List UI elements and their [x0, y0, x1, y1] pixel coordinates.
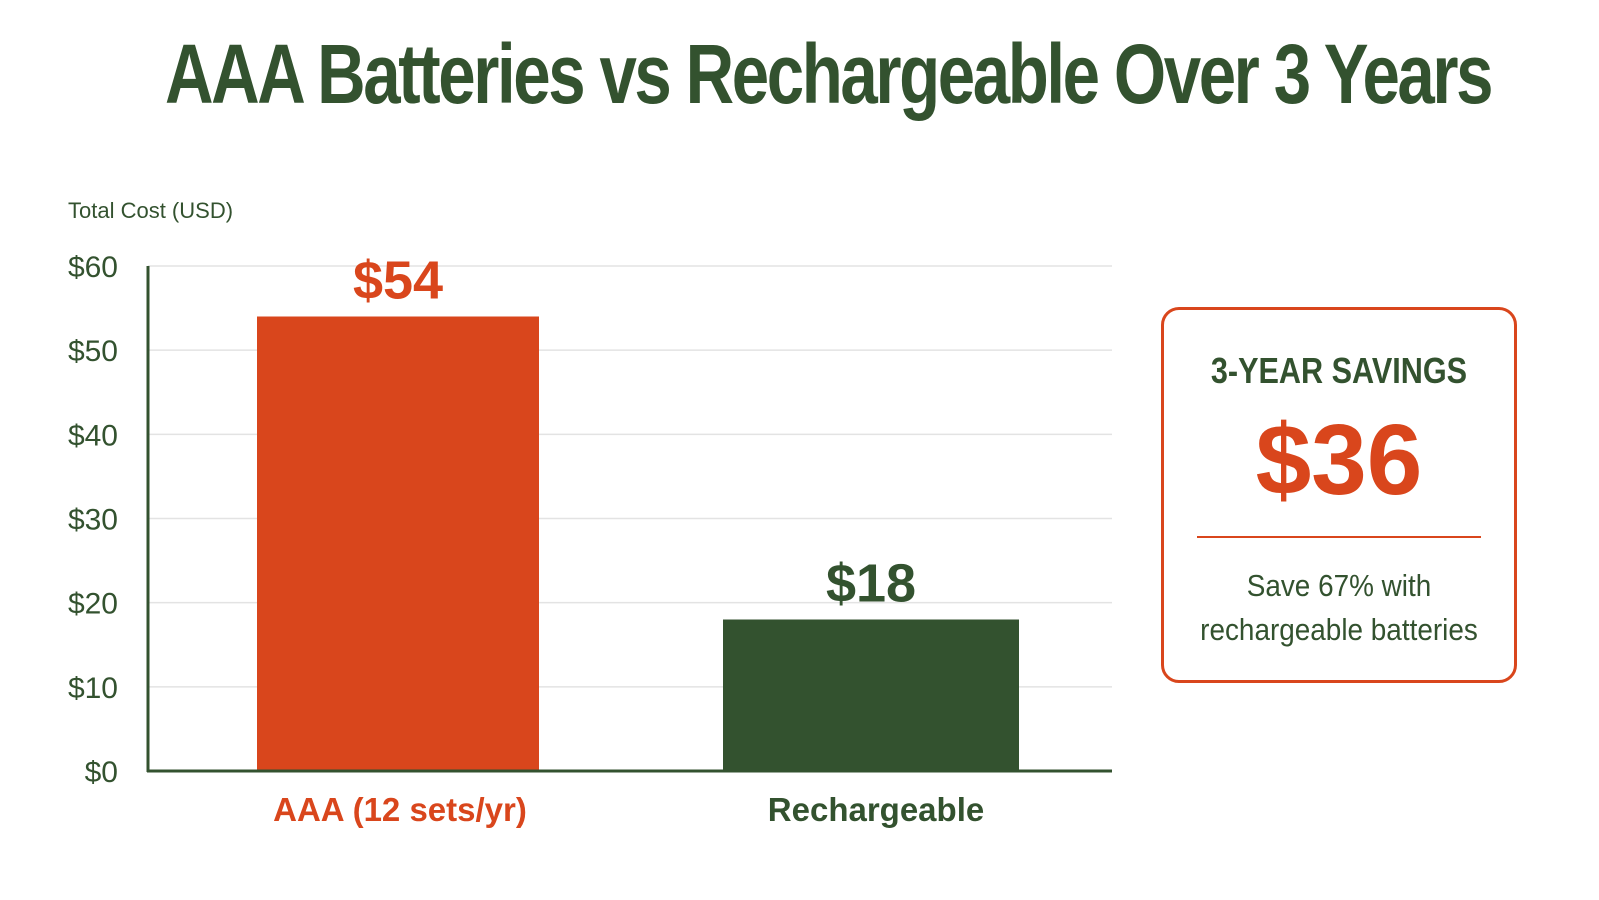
savings-callout: 3-YEAR SAVINGS $36 Save 67% with recharg…: [1161, 307, 1517, 683]
savings-heading: 3-YEAR SAVINGS: [1210, 350, 1468, 391]
labels: Total Cost (USD) $0 $10 $20 $30 $40 $50 $60 $54 A…: [68, 198, 984, 828]
x-category-label: Rechargeable: [768, 791, 984, 828]
bar-value-label: $54: [353, 251, 443, 311]
bars: [257, 316, 1019, 771]
bar: [257, 316, 539, 771]
savings-divider: [1197, 536, 1481, 538]
y-tick-label: $30: [68, 504, 118, 537]
y-tick-label: $60: [68, 251, 118, 284]
y-axis-title: Total Cost (USD): [68, 198, 233, 223]
x-category-label: AAA (12 sets/yr): [273, 791, 527, 828]
bar-chart: Total Cost (USD) $0 $10 $20 $30 $40 $50 $60 $54 A…: [68, 198, 1112, 828]
y-tick-label: $20: [68, 588, 118, 621]
chart-title: AAA Batteries vs Rechargeable Over 3 Yea…: [165, 27, 1494, 121]
bar: [723, 619, 1019, 771]
y-tick-label: $40: [68, 419, 118, 452]
bar-value-label: $18: [826, 554, 916, 614]
savings-amount: $36: [1255, 404, 1423, 516]
y-tick-label: $10: [68, 672, 118, 705]
savings-note: Save 67% with rechargeable batteries: [1191, 564, 1488, 652]
y-tick-label: $0: [85, 756, 118, 789]
axes: [146, 266, 1112, 773]
savings-note-line-2: rechargeable batteries: [1200, 612, 1478, 647]
savings-note-line-1: Save 67% with: [1246, 568, 1432, 603]
y-tick-label: $50: [68, 335, 118, 368]
